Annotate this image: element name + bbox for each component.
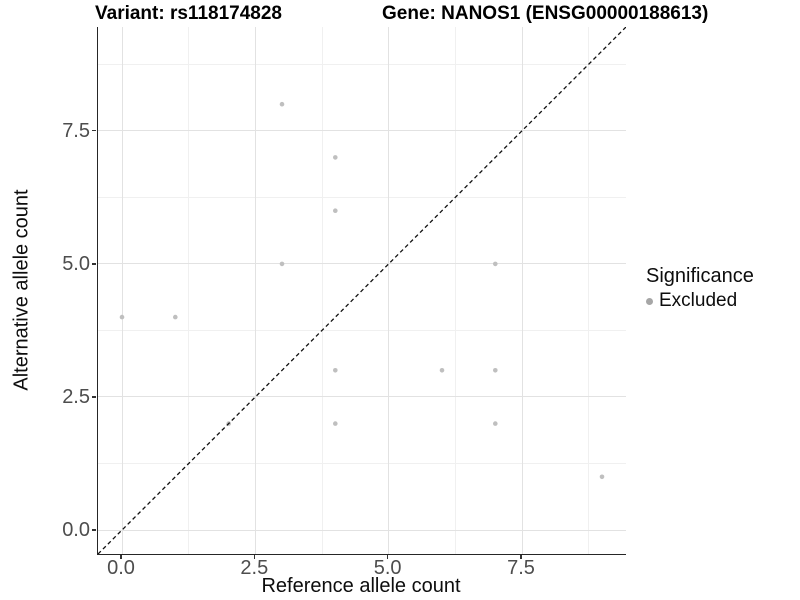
- x-tick-mark: [520, 555, 522, 559]
- legend-title: Significance: [646, 265, 754, 287]
- y-tick-label: 5.0: [62, 252, 90, 275]
- x-tick-label: 5.0: [373, 557, 402, 579]
- data-point: [493, 261, 498, 267]
- plot-title-variant: Variant: rs118174828: [95, 3, 282, 24]
- y-tick-label: 0.0: [62, 519, 90, 542]
- data-point: [279, 261, 285, 267]
- y-tick-mark: [92, 130, 96, 132]
- x-tick-mark: [386, 555, 389, 559]
- x-tick-mark: [120, 555, 122, 559]
- data-point: [333, 208, 338, 213]
- y-tick-mark: [92, 263, 96, 265]
- data-point: [493, 368, 498, 373]
- y-tick-label: 2.5: [62, 385, 90, 408]
- data-point: [333, 421, 338, 426]
- plot-title-gene: Gene: NANOS1 (ENSG00000188613): [382, 3, 709, 24]
- data-point: [279, 101, 285, 107]
- y-axis-title: Alternative allele count: [10, 189, 33, 391]
- data-point: [439, 368, 445, 373]
- x-tick-label: 7.5: [507, 557, 535, 579]
- data-point: [173, 314, 178, 320]
- x-tick-label: 2.5: [240, 557, 269, 579]
- x-axis-title: Reference allele count: [261, 575, 461, 597]
- y-tick-label: 7.5: [62, 119, 90, 142]
- y-tick-mark: [92, 396, 96, 398]
- legend: Significance Excluded: [646, 265, 754, 312]
- x-tick-mark: [253, 555, 256, 559]
- x-tick-label: 0.0: [107, 557, 135, 579]
- identity-reference-line: [98, 27, 626, 554]
- data-point: [333, 155, 338, 160]
- excluded-point-icon: [646, 297, 653, 305]
- data-point: [599, 474, 605, 480]
- y-tick-mark: [92, 529, 96, 531]
- plot-panel: [97, 27, 626, 555]
- data-layer: [98, 27, 626, 554]
- data-point: [119, 314, 125, 320]
- legend-item-label: Excluded: [659, 290, 738, 311]
- data-point: [333, 368, 338, 373]
- data-point: [493, 421, 498, 426]
- legend-item-excluded: Excluded: [646, 290, 754, 312]
